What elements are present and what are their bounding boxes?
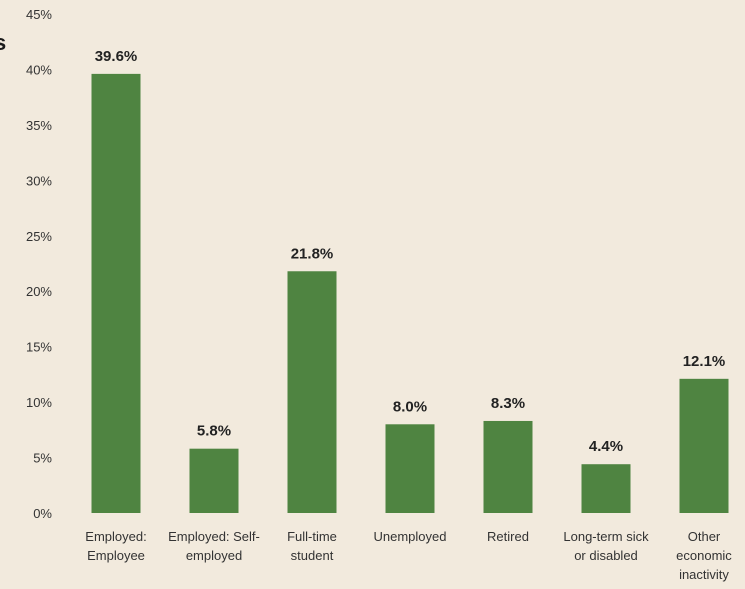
x-tick-label-line: Employed: bbox=[85, 529, 146, 544]
x-tick-label-line: economic bbox=[676, 548, 732, 563]
bar bbox=[91, 73, 141, 513]
bars bbox=[91, 73, 729, 513]
data-label: 8.3% bbox=[491, 395, 525, 412]
x-tick-label: Full-time student bbox=[287, 529, 337, 563]
y-tick-label: 5% bbox=[33, 451, 52, 466]
data-label: 4.4% bbox=[589, 438, 623, 455]
x-tick-label-line: employed bbox=[186, 548, 242, 563]
x-tick-label-line: Retired bbox=[487, 529, 529, 544]
x-tick-label-line: or disabled bbox=[574, 548, 638, 563]
x-tick-label-line: inactivity bbox=[679, 567, 729, 582]
y-tick-label: 35% bbox=[26, 118, 52, 133]
data-label: 39.6% bbox=[95, 48, 138, 65]
y-tick-label: 10% bbox=[26, 395, 52, 410]
x-tick-label-line: Employee bbox=[87, 548, 145, 563]
cropped-title-fragment: s bbox=[0, 30, 7, 55]
data-label: 21.8% bbox=[291, 245, 334, 262]
y-tick-label: 15% bbox=[26, 340, 52, 355]
bar bbox=[581, 464, 631, 513]
x-tick-label: Long-term sick or disabled bbox=[563, 529, 649, 563]
data-label: 8.0% bbox=[393, 398, 427, 415]
x-axis: Employed: Employee Employed: Self-employed… bbox=[85, 529, 732, 582]
x-tick-label: Other economic inactivity bbox=[676, 529, 732, 582]
y-tick-label: 40% bbox=[26, 62, 52, 77]
x-tick-label-line: Employed: Self- bbox=[168, 529, 260, 544]
bar bbox=[189, 448, 239, 513]
x-tick-label-line: Unemployed bbox=[374, 529, 447, 544]
bar bbox=[385, 424, 435, 513]
x-tick-label: Employed: Employee bbox=[85, 529, 146, 563]
y-tick-label: 45% bbox=[26, 7, 52, 22]
y-axis: 0% 5% 10% 15% 20% 25% 30% 35% 40% 45% bbox=[26, 7, 52, 521]
y-tick-label: 30% bbox=[26, 173, 52, 188]
data-label: 12.1% bbox=[683, 353, 726, 370]
x-tick-label-line: student bbox=[291, 548, 334, 563]
y-tick-label: 0% bbox=[33, 506, 52, 521]
data-label: 5.8% bbox=[197, 423, 231, 440]
x-tick-label-line: Full-time bbox=[287, 529, 337, 544]
x-tick-label: Retired bbox=[487, 529, 529, 544]
y-tick-label: 20% bbox=[26, 284, 52, 299]
x-tick-label: Employed: Self-employed bbox=[168, 529, 260, 563]
x-tick-label: Unemployed bbox=[374, 529, 447, 544]
x-tick-label-line: Long-term sick bbox=[563, 529, 649, 544]
x-tick-label-line: Other bbox=[688, 529, 721, 544]
data-labels: 39.6% 5.8% 21.8% 8.0% 8.3% 4.4% 12.1% bbox=[95, 48, 726, 455]
bar bbox=[679, 378, 729, 513]
y-tick-label: 25% bbox=[26, 229, 52, 244]
bar bbox=[483, 420, 533, 513]
bar bbox=[287, 271, 337, 513]
